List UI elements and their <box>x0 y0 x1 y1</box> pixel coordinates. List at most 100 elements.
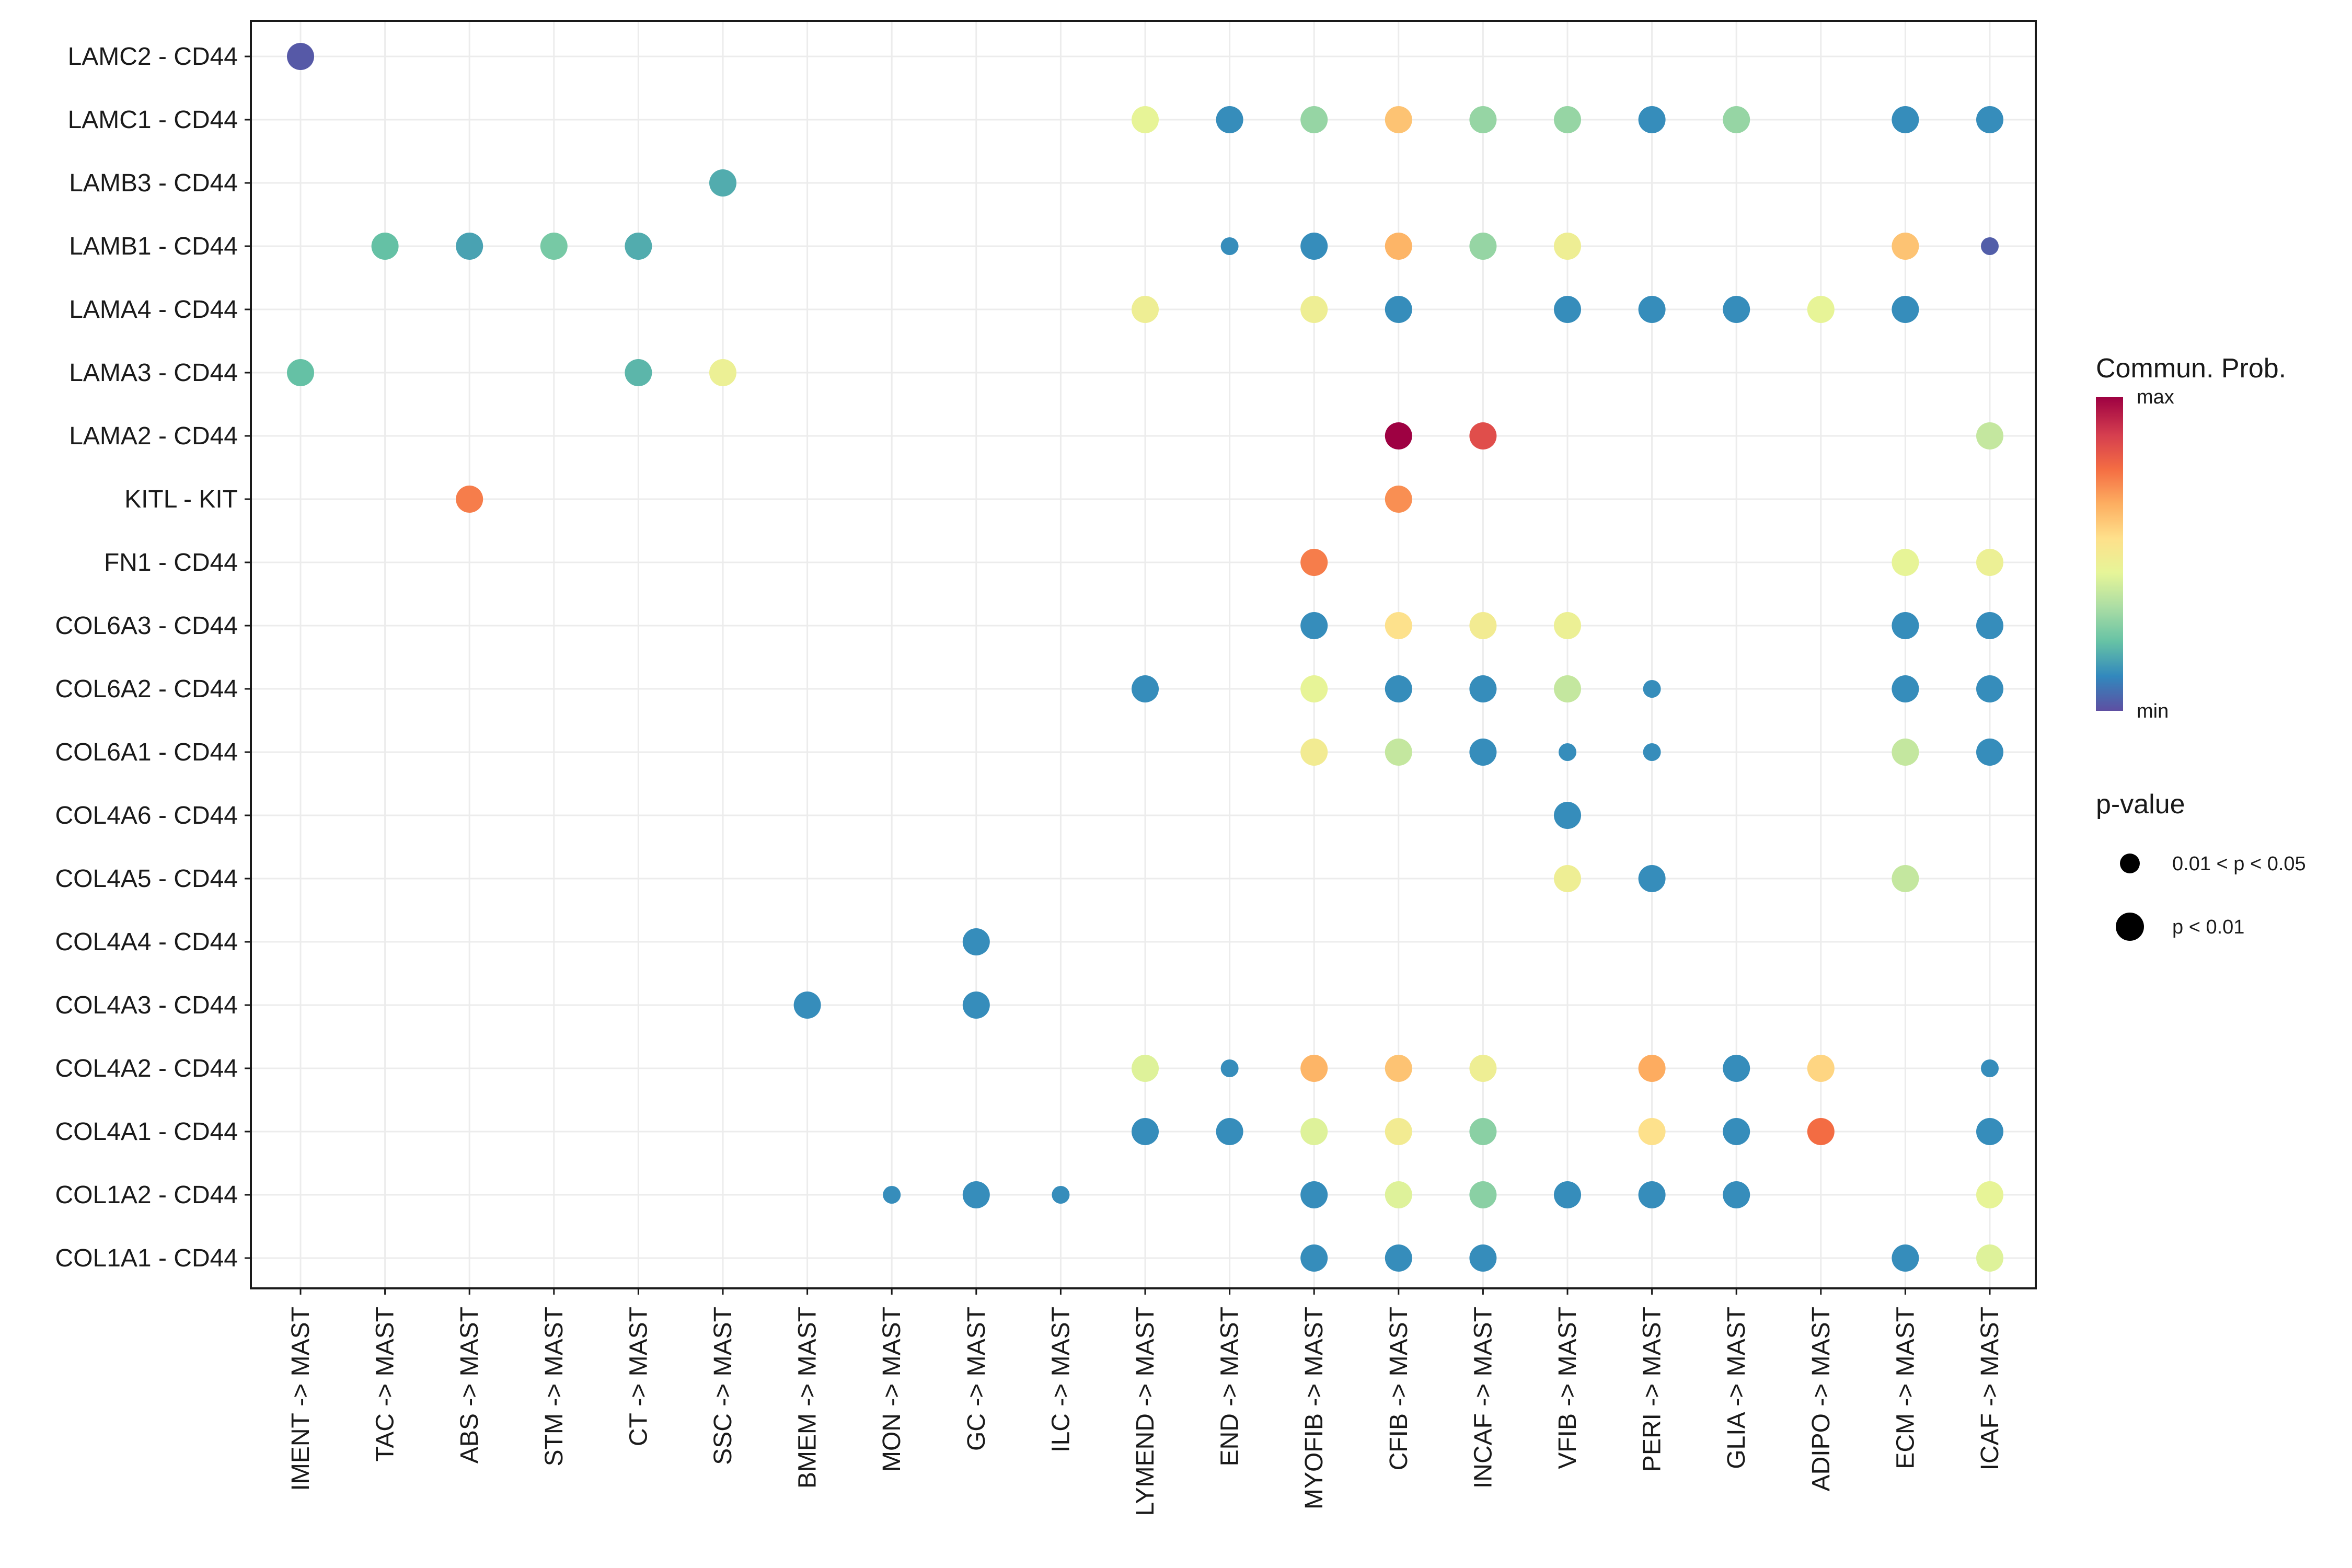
y-tick-label: LAMC2 - CD44 <box>68 43 238 71</box>
dot-point <box>1981 1059 1999 1077</box>
dot-point <box>1220 1059 1239 1077</box>
dot-point <box>1385 1181 1412 1208</box>
y-tick-label: COL6A3 - CD44 <box>55 612 238 640</box>
dot-point <box>883 1186 901 1204</box>
dot-point <box>1892 865 1919 892</box>
size-legend: p-value 0.01 < p < 0.05 p < 0.01 <box>2096 789 2306 941</box>
dot-point <box>287 359 314 386</box>
y-tick-label: COL1A1 - CD44 <box>55 1244 238 1272</box>
y-tick-label: COL4A1 - CD44 <box>55 1118 238 1146</box>
dot-point <box>1385 1244 1412 1272</box>
color-legend-title: Commun. Prob. <box>2096 353 2286 384</box>
dot-point <box>1892 296 1919 323</box>
x-tick-label: ABS -> MAST <box>456 1307 483 1463</box>
x-tick-label: BMEM -> MAST <box>794 1307 822 1489</box>
dot-point <box>1559 743 1576 761</box>
dot-point <box>1300 1181 1328 1208</box>
x-tick-label: VFIB -> MAST <box>1554 1307 1582 1469</box>
dot-point <box>1132 1118 1159 1145</box>
dot-point <box>1385 675 1412 702</box>
y-tick-label: LAMC1 - CD44 <box>68 106 238 134</box>
y-tick-label: COL4A4 - CD44 <box>55 928 238 956</box>
y-tick-label: LAMB3 - CD44 <box>69 169 238 197</box>
x-tick-label: IMENT -> MAST <box>287 1307 315 1491</box>
x-tick-label: GC -> MAST <box>963 1307 990 1451</box>
size-legend-label-small: 0.01 < p < 0.05 <box>2172 853 2306 875</box>
dot-point <box>962 991 990 1019</box>
dot-point <box>1723 296 1750 323</box>
dot-point <box>1216 1118 1243 1145</box>
dot-point <box>1892 549 1919 576</box>
dot-point <box>1976 549 2003 576</box>
x-tick-label: LYMEND -> MAST <box>1132 1307 1159 1516</box>
dot-point <box>1976 106 2003 133</box>
gridlines <box>251 21 2036 1288</box>
dot-point <box>456 486 483 513</box>
dot-point <box>1638 1118 1666 1145</box>
dot-point <box>625 359 652 386</box>
y-tick-label: LAMA4 - CD44 <box>69 296 238 324</box>
x-tick-label: MYOFIB -> MAST <box>1300 1307 1328 1509</box>
dot-point <box>1892 233 1919 260</box>
dot-point <box>1385 739 1412 766</box>
dot-point <box>1638 865 1666 892</box>
dot-point <box>1807 1118 1835 1145</box>
dot-point <box>1638 1055 1666 1082</box>
dot-point <box>1469 1118 1497 1145</box>
dot-point <box>1554 296 1581 323</box>
dot-point <box>1385 106 1412 133</box>
dot-point <box>1385 422 1412 449</box>
dot-point <box>793 991 821 1019</box>
dot-point <box>1892 675 1919 702</box>
dot-point <box>1892 739 1919 766</box>
dot-point <box>1554 233 1581 260</box>
dot-point <box>1385 233 1412 260</box>
dot-point <box>1300 612 1328 639</box>
y-tick-label: COL6A2 - CD44 <box>55 675 238 703</box>
y-tick-label: KITL - KIT <box>124 486 238 513</box>
dot-point <box>371 233 399 260</box>
y-tick-label: FN1 - CD44 <box>104 549 238 577</box>
dot-point <box>625 233 652 260</box>
y-tick-label: COL1A2 - CD44 <box>55 1181 238 1209</box>
y-tick-label: LAMA3 - CD44 <box>69 359 238 387</box>
dot-point <box>1976 1118 2003 1145</box>
dot-point <box>1976 739 2003 766</box>
color-legend-bar <box>2096 397 2123 711</box>
dot-point <box>1385 1118 1412 1145</box>
dot-point <box>1643 680 1661 698</box>
dot-point <box>1469 675 1497 702</box>
dot-point <box>1385 612 1412 639</box>
dot-point <box>1976 675 2003 702</box>
dot-point <box>1554 106 1581 133</box>
dot-point <box>1385 486 1412 513</box>
color-legend-max-label: max <box>2137 386 2174 408</box>
x-tick-label: GLIA -> MAST <box>1723 1307 1750 1469</box>
y-tick-label: COL6A1 - CD44 <box>55 739 238 766</box>
y-tick-label: LAMA2 - CD44 <box>69 422 238 450</box>
dot-point <box>1300 549 1328 576</box>
y-tick-label: COL4A2 - CD44 <box>55 1055 238 1082</box>
dot-point <box>540 233 568 260</box>
dot-point <box>1469 422 1497 449</box>
dot-point <box>1469 612 1497 639</box>
dot-point <box>1132 675 1159 702</box>
dot-point <box>1469 739 1497 766</box>
dot-point <box>1807 1055 1835 1082</box>
dot-point <box>1385 1055 1412 1082</box>
dot-point <box>1300 233 1328 260</box>
x-tick-label: STM -> MAST <box>540 1307 568 1466</box>
dot-point <box>1643 743 1661 761</box>
dot-point <box>456 233 483 260</box>
x-tick-label: SSC -> MAST <box>709 1307 737 1465</box>
dot-point <box>1638 1181 1666 1208</box>
y-tick-label: COL4A6 - CD44 <box>55 802 238 829</box>
dot-point <box>1469 1181 1497 1208</box>
x-tick-label: ADIPO -> MAST <box>1807 1307 1835 1491</box>
color-legend-min-label: min <box>2137 700 2169 722</box>
dot-point <box>1723 1118 1750 1145</box>
dot-point <box>1469 233 1497 260</box>
size-legend-dot-small <box>2120 854 2140 873</box>
dot-point <box>1554 612 1581 639</box>
